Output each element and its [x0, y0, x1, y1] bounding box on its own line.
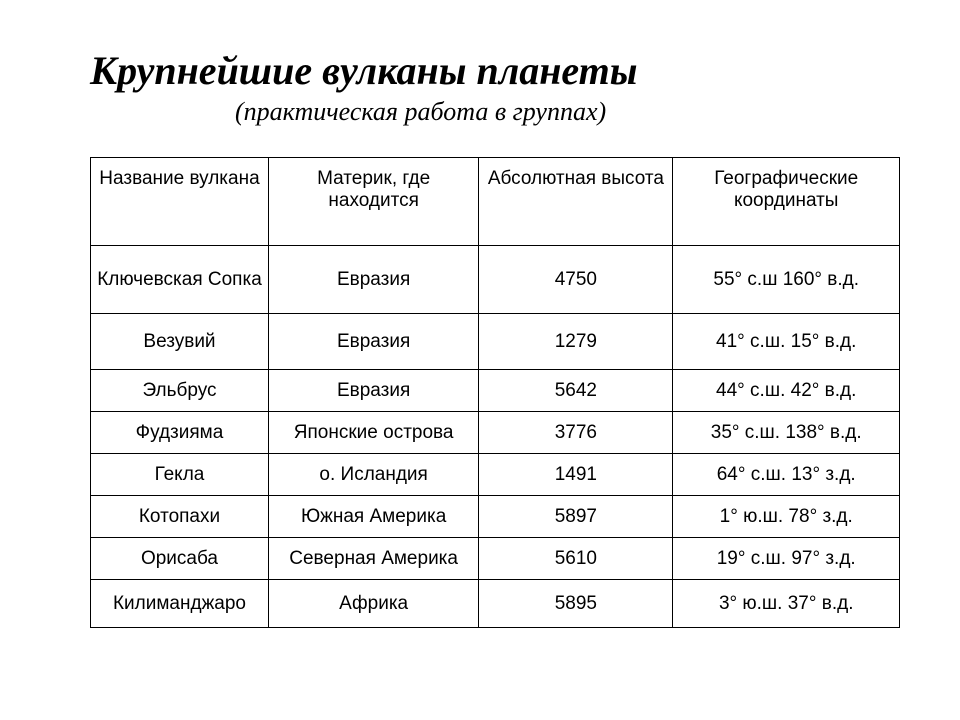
- cell-coords: 64° с.ш. 13° з.д.: [673, 454, 900, 496]
- cell-name: Орисаба: [91, 538, 269, 580]
- cell-name: Ключевская Сопка: [91, 246, 269, 314]
- table-row: Килиманджаро Африка 5895 3° ю.ш. 37° в.д…: [91, 580, 900, 628]
- cell-continent: Южная Америка: [268, 496, 478, 538]
- cell-continent: о. Исландия: [268, 454, 478, 496]
- cell-continent: Африка: [268, 580, 478, 628]
- cell-coords: 44° с.ш. 42° в.д.: [673, 370, 900, 412]
- cell-coords: 41° с.ш. 15° в.д.: [673, 314, 900, 370]
- table-row: Гекла о. Исландия 1491 64° с.ш. 13° з.д.: [91, 454, 900, 496]
- table-header-row: Название вулкана Материк, где находится …: [91, 158, 900, 246]
- cell-height: 5642: [479, 370, 673, 412]
- cell-continent: Евразия: [268, 370, 478, 412]
- cell-height: 1279: [479, 314, 673, 370]
- cell-height: 3776: [479, 412, 673, 454]
- table-row: Орисаба Северная Америка 5610 19° с.ш. 9…: [91, 538, 900, 580]
- cell-name: Гекла: [91, 454, 269, 496]
- title-block: Крупнейшие вулканы планеты (практическая…: [90, 48, 900, 127]
- cell-name: Эльбрус: [91, 370, 269, 412]
- cell-height: 5897: [479, 496, 673, 538]
- cell-height: 1491: [479, 454, 673, 496]
- header-height: Абсолютная высота: [479, 158, 673, 246]
- table-row: Котопахи Южная Америка 5897 1° ю.ш. 78° …: [91, 496, 900, 538]
- volcanoes-table: Название вулкана Материк, где находится …: [90, 157, 900, 628]
- cell-name: Килиманджаро: [91, 580, 269, 628]
- cell-name: Фудзияма: [91, 412, 269, 454]
- cell-height: 4750: [479, 246, 673, 314]
- header-continent: Материк, где находится: [268, 158, 478, 246]
- cell-height: 5895: [479, 580, 673, 628]
- table-row: Эльбрус Евразия 5642 44° с.ш. 42° в.д.: [91, 370, 900, 412]
- cell-height: 5610: [479, 538, 673, 580]
- page-title: Крупнейшие вулканы планеты: [90, 48, 900, 94]
- header-coords: Географические координаты: [673, 158, 900, 246]
- cell-continent: Евразия: [268, 246, 478, 314]
- cell-name: Котопахи: [91, 496, 269, 538]
- table-row: Везувий Евразия 1279 41° с.ш. 15° в.д.: [91, 314, 900, 370]
- cell-coords: 55° с.ш 160° в.д.: [673, 246, 900, 314]
- table-row: Ключевская Сопка Евразия 4750 55° с.ш 16…: [91, 246, 900, 314]
- page-subtitle: (практическая работа в группах): [90, 96, 900, 127]
- cell-continent: Евразия: [268, 314, 478, 370]
- table-row: Фудзияма Японские острова 3776 35° с.ш. …: [91, 412, 900, 454]
- cell-coords: 35° с.ш. 138° в.д.: [673, 412, 900, 454]
- cell-coords: 3° ю.ш. 37° в.д.: [673, 580, 900, 628]
- header-name: Название вулкана: [91, 158, 269, 246]
- cell-continent: Японские острова: [268, 412, 478, 454]
- cell-coords: 19° с.ш. 97° з.д.: [673, 538, 900, 580]
- cell-continent: Северная Америка: [268, 538, 478, 580]
- cell-coords: 1° ю.ш. 78° з.д.: [673, 496, 900, 538]
- cell-name: Везувий: [91, 314, 269, 370]
